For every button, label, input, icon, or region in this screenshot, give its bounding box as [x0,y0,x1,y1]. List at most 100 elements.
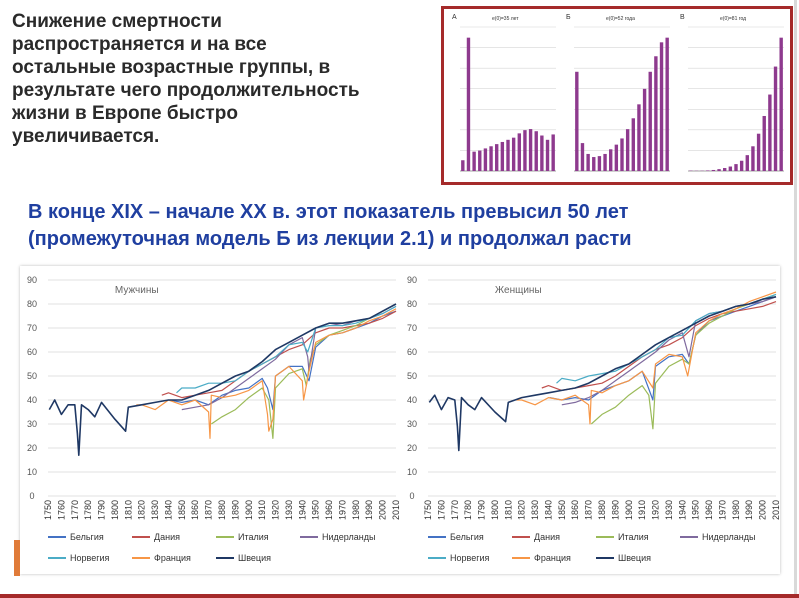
series-line-6 [136,308,397,439]
x-tick-label: 1960 [704,500,714,520]
slide-heading: Снижение смертности распространяется и н… [12,11,360,147]
inset-bar [711,169,716,171]
x-tick-label: 1990 [364,500,374,520]
x-tick-label: 1830 [530,500,540,520]
y-tick-label: 70 [407,323,417,333]
x-tick-label: 1940 [297,500,307,520]
x-tick-label: 1860 [190,500,200,520]
inset-bar [654,56,658,171]
inset-bar [768,94,772,171]
x-tick-label: 1970 [717,500,727,520]
inset-bar [511,137,516,171]
y-tick-label: 80 [407,299,417,309]
x-tick-label: 1870 [584,500,594,520]
legend-label: Швеция [618,553,651,563]
inset-panel-letter: В [680,14,685,21]
legend-label: Швеция [238,553,271,563]
y-tick-label: 80 [27,299,37,309]
inset-bar [609,149,613,171]
x-tick-label: 1910 [637,500,647,520]
inset-bar [762,115,766,171]
series-line-5 [176,305,397,394]
inset-bar [625,129,630,171]
series-line-4 [561,296,777,406]
inset-bar [620,138,624,171]
x-tick-label: 1820 [137,500,147,520]
legend-label: Нидерланды [702,532,755,542]
x-tick-label: 1930 [664,500,674,520]
inset-bar [659,42,664,172]
x-tick-label: 1880 [217,500,227,520]
y-tick-label: 70 [27,323,37,333]
x-tick-label: 1750 [43,500,53,520]
inset-bar [461,160,465,171]
y-tick-label: 20 [407,443,417,453]
inset-bar [489,146,493,171]
x-tick-label: 1770 [450,500,460,520]
series-line-3 [210,303,397,439]
inset-bar [586,153,590,171]
x-tick-label: 1810 [503,500,513,520]
series-line-7 [428,296,777,452]
y-tick-label: 50 [407,371,417,381]
inset-panel-title: e(0)=81 год [720,16,746,22]
x-tick-label: 1780 [463,500,473,520]
x-tick-label: 1880 [597,500,607,520]
y-tick-label: 60 [407,347,417,357]
y-tick-label: 30 [407,419,417,429]
x-tick-label: 2000 [378,500,388,520]
inset-bar [483,148,488,171]
inset-bar [723,168,727,171]
slide-accent [14,540,20,576]
inset-bar [665,37,669,172]
inset-bar [603,153,607,171]
inset-bar [528,129,533,171]
x-tick-label: 1760 [56,500,66,520]
inset-bar [637,104,641,171]
inset-bar [773,66,778,171]
legend-label: Дания [534,532,560,542]
y-tick-label: 40 [407,395,417,405]
x-tick-label: 1850 [177,500,187,520]
y-tick-label: 60 [27,347,37,357]
chart-title: Мужчины [115,285,159,296]
x-tick-label: 1890 [230,500,240,520]
legend-label: Италия [238,532,269,542]
inset-bar [717,169,721,171]
inset-bar [580,143,585,171]
inset-bar [575,71,579,171]
x-tick-label: 1760 [436,500,446,520]
x-tick-label: 1780 [83,500,93,520]
legend-label: Франция [154,553,191,563]
slide-right-border [794,0,797,598]
x-tick-label: 1990 [744,500,754,520]
inset-bar [706,170,710,171]
inset-bar [534,131,538,171]
x-tick-label: 1890 [610,500,620,520]
y-tick-label: 10 [27,467,37,477]
legend-label: Норвегия [450,553,490,563]
slide-subheading: В конце XIX – начале XX в. этот показате… [28,201,632,250]
x-tick-label: 1910 [257,500,267,520]
x-tick-label: 1850 [557,500,567,520]
inset-bar [779,37,783,172]
legend-label: Бельгия [70,532,104,542]
x-tick-label: 1870 [204,500,214,520]
inset-bar [631,118,635,171]
inset-bar [523,130,527,171]
y-tick-label: 0 [409,491,414,501]
y-tick-label: 30 [27,419,37,429]
inset-bar [728,166,733,171]
y-tick-label: 50 [27,371,37,381]
chart-title: Женщины [495,285,542,296]
inset-bar [472,151,476,171]
inset-bar [540,135,544,171]
x-tick-label: 1840 [163,500,173,520]
legend-label: Дания [154,532,180,542]
